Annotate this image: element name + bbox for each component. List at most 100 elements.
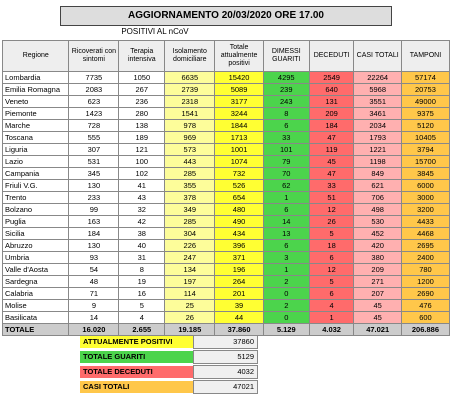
column-header: Terapia intensiva — [118, 40, 166, 72]
table-cell: 40 — [118, 239, 166, 252]
table-cell: 42 — [118, 215, 166, 228]
table-cell: 5120 — [400, 119, 450, 132]
table-cell: Toscana — [1, 131, 70, 144]
header-row: Regione Ricoverati con sintomi Terapia int… — [1, 40, 450, 72]
table-cell: 4.032 — [308, 323, 355, 336]
table-cell: Campania — [1, 167, 70, 180]
table-cell: 6 — [308, 287, 355, 300]
table-cell: 1074 — [214, 155, 264, 168]
table-cell: 209 — [353, 263, 402, 276]
legend-label: CASI TOTALI — [80, 380, 193, 393]
table-cell: Calabria — [1, 287, 70, 300]
table-cell: 2549 — [308, 71, 355, 84]
table-cell: 3244 — [214, 107, 264, 120]
table-row: Piemonte 1423 280 1541 3244 8 209 3461 9375 — [1, 107, 450, 120]
table-cell: Friuli V.G. — [1, 179, 70, 192]
column-header: DECEDUTI — [308, 40, 355, 72]
legend-row: TOTALE DECEDUTI 4032 — [80, 364, 258, 379]
table-cell: 31 — [118, 251, 166, 264]
table-cell: 3461 — [353, 107, 402, 120]
table-cell: 26 — [164, 311, 216, 324]
table-cell: 4 — [118, 311, 166, 324]
table-cell: 271 — [353, 275, 402, 288]
table-cell: 207 — [353, 287, 402, 300]
table-cell: 420 — [353, 239, 402, 252]
table-cell: 25 — [164, 299, 216, 312]
table-cell: 93 — [68, 251, 120, 264]
table-row: TOTALE 16.020 2.655 19.185 37.860 5.129 4.032 4… — [1, 323, 450, 336]
table-cell: 780 — [400, 263, 450, 276]
table-cell: 531 — [68, 155, 120, 168]
column-header: Isolamento domiciliare — [164, 40, 216, 72]
table-row: Veneto 623 236 2318 3177 243 131 3551 49000 — [1, 95, 450, 108]
table-cell: Trento — [1, 191, 70, 204]
table-cell: 102 — [118, 167, 166, 180]
table-cell: 114 — [164, 287, 216, 300]
table-cell: 3000 — [400, 191, 450, 204]
table-cell: Molise — [1, 299, 70, 312]
table-cell: 9 — [68, 299, 120, 312]
table-cell: 37.860 — [214, 323, 264, 336]
table-cell: Valle d'Aosta — [1, 263, 70, 276]
table-cell: 131 — [308, 95, 355, 108]
table-cell: 16.020 — [68, 323, 120, 336]
table-cell: 47 — [308, 131, 355, 144]
table-cell: 201 — [214, 287, 264, 300]
table-cell: 443 — [164, 155, 216, 168]
table-cell: Veneto — [1, 95, 70, 108]
table-cell: Lazio — [1, 155, 70, 168]
table-cell: Liguria — [1, 143, 70, 156]
table-row: Bolzano 99 32 349 480 6 12 498 3200 — [1, 203, 450, 216]
table-cell: 101 — [262, 143, 310, 156]
table-cell: 5968 — [353, 83, 402, 96]
table-cell: 48 — [68, 275, 120, 288]
table-cell: 2 — [262, 299, 310, 312]
table-row: Basilicata 14 4 26 44 0 1 45 600 — [1, 311, 450, 324]
table-cell: 490 — [214, 215, 264, 228]
table-row: Campania 345 102 285 732 70 47 849 3845 — [1, 167, 450, 180]
table-cell: 209 — [308, 107, 355, 120]
table-cell: 623 — [68, 95, 120, 108]
table-cell: 573 — [164, 143, 216, 156]
table-cell: 26 — [308, 215, 355, 228]
table-row: Friuli V.G. 130 41 355 526 62 33 621 6000 — [1, 179, 450, 192]
table-cell: 3845 — [400, 167, 450, 180]
table-cell: 247 — [164, 251, 216, 264]
title: AGGIORNAMENTO 20/03/2020 ORE 17.00 — [60, 6, 392, 26]
table-cell: 45 — [308, 155, 355, 168]
table-cell: 396 — [214, 239, 264, 252]
table-row: Calabria 71 16 114 201 0 6 207 2690 — [1, 287, 450, 300]
table-cell: 476 — [400, 299, 450, 312]
table-cell: 47.021 — [353, 323, 402, 336]
table-cell: 130 — [68, 179, 120, 192]
table-cell: 640 — [308, 83, 355, 96]
table-cell: 99 — [68, 203, 120, 216]
table-cell: 20753 — [400, 83, 450, 96]
table-cell: 345 — [68, 167, 120, 180]
table-cell: 264 — [214, 275, 264, 288]
table-cell: 206.886 — [400, 323, 450, 336]
column-header: CASI TOTALI — [353, 40, 402, 72]
table-row: Lombardia 7735 1050 6635 15420 4295 2549 22264 5… — [1, 71, 450, 84]
legend-value: 5129 — [193, 349, 258, 364]
table-cell: 1050 — [118, 71, 166, 84]
table-cell: 22264 — [353, 71, 402, 84]
table-row: Abruzzo 130 40 226 396 6 18 420 2695 — [1, 239, 450, 252]
table-cell: Sardegna — [1, 275, 70, 288]
table-cell: 706 — [353, 191, 402, 204]
table-cell: 6 — [262, 239, 310, 252]
table-cell: 243 — [262, 95, 310, 108]
table-cell: 1 — [308, 311, 355, 324]
table-cell: Marche — [1, 119, 70, 132]
table-cell: 43 — [118, 191, 166, 204]
table-cell: 39 — [214, 299, 264, 312]
table-cell: 621 — [353, 179, 402, 192]
table-cell: 134 — [164, 263, 216, 276]
table-cell: 2 — [262, 275, 310, 288]
table-cell: 8 — [262, 107, 310, 120]
table-cell: 54 — [68, 263, 120, 276]
table-cell: 5089 — [214, 83, 264, 96]
table-cell: 3 — [262, 251, 310, 264]
group-label: POSITIVI AL nCoV — [121, 27, 189, 36]
